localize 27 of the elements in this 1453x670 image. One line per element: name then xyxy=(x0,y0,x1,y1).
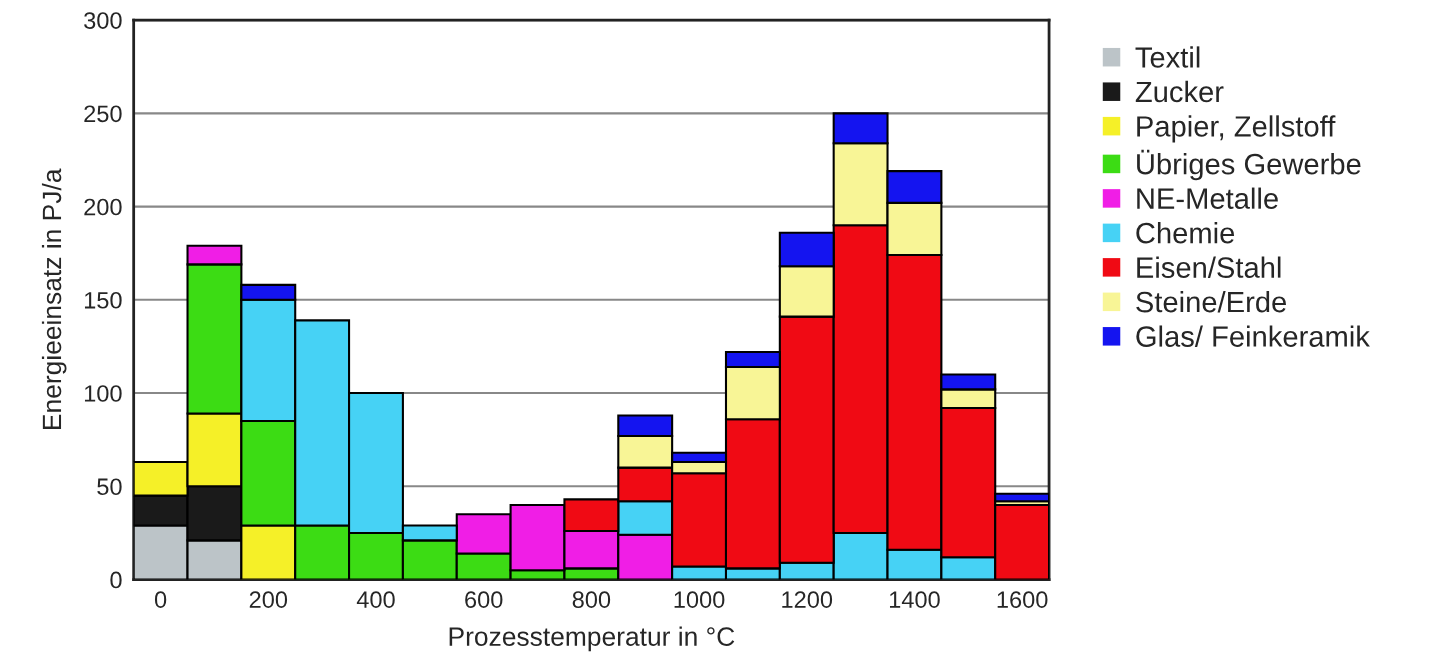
x-tick-label: 1200 xyxy=(782,591,833,608)
y-tick-label: 200 xyxy=(84,198,122,216)
x-axis-title: Prozesstemperatur in °C xyxy=(449,626,735,652)
legend-label: Chemie xyxy=(1136,222,1235,244)
x-tick-label: 600 xyxy=(465,591,503,608)
legend-label: NE-Metalle xyxy=(1137,187,1278,209)
x-tick-label: 1600 xyxy=(997,591,1048,608)
x-tick-label: 200 xyxy=(249,591,288,608)
y-tick-label: 0 xyxy=(110,571,122,589)
x-tick-label: 800 xyxy=(572,591,611,608)
legend-label: Glas/ Feinkeramik xyxy=(1136,325,1370,347)
legend-label: Übriges Gewerbe xyxy=(1137,149,1361,181)
legend-label: Eisen/Stahl xyxy=(1137,256,1281,278)
legend-label: Textil xyxy=(1135,46,1200,68)
x-tick-label: 1400 xyxy=(889,591,940,608)
y-tick-label: 250 xyxy=(84,105,122,123)
legend-label: Papier, Zellstoff xyxy=(1137,115,1336,143)
x-tick-label: 0 xyxy=(154,591,167,608)
legend-label: Steine/Erde xyxy=(1136,290,1286,313)
y-axis-title: Energieeinsatz in PJ/a xyxy=(41,168,67,429)
x-tick-label: 400 xyxy=(356,591,395,608)
y-tick-label: 150 xyxy=(84,291,122,309)
y-tick-label: 100 xyxy=(84,385,122,402)
y-tick-label: 300 xyxy=(84,12,122,29)
legend-label: Zucker xyxy=(1135,80,1224,103)
x-tick-label: 1000 xyxy=(674,591,725,608)
y-tick-label: 50 xyxy=(97,478,122,496)
